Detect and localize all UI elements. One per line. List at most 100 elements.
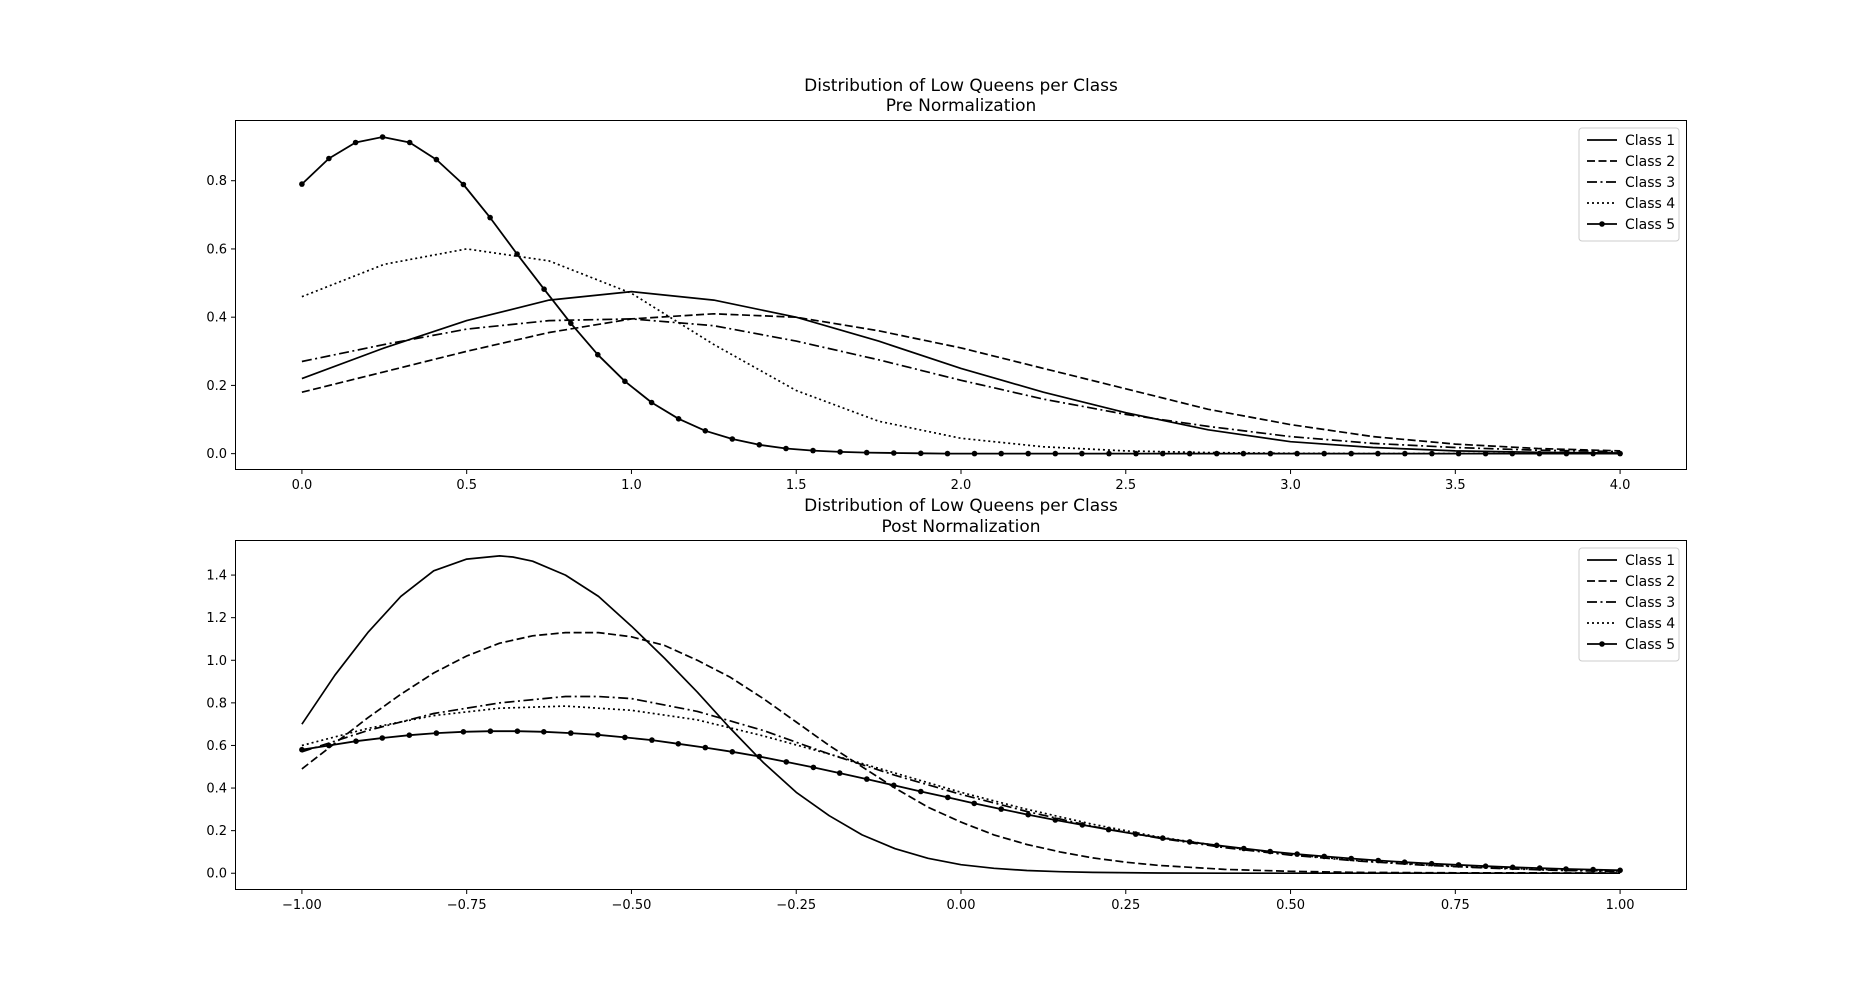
data-point-class-5 bbox=[1375, 857, 1381, 864]
data-point-class-5 bbox=[702, 428, 709, 434]
data-point-class-5 bbox=[433, 730, 440, 736]
data-point-class-5 bbox=[1106, 450, 1112, 457]
y-tick-label: 0.0 bbox=[206, 447, 227, 462]
legend-label-class-4: Class 4 bbox=[1625, 616, 1675, 632]
data-point-class-5 bbox=[1052, 817, 1059, 823]
subplot-1-legend: Class 1 Class 2 Class 3 Class 4 Class 5 bbox=[1578, 127, 1680, 242]
data-point-class-5 bbox=[1321, 853, 1327, 860]
subplot-2-y-axis: 0.0 0.2 0.4 0.6 0.8 1.0 1.2 1.4 bbox=[206, 569, 236, 882]
data-point-class-5 bbox=[326, 742, 332, 749]
data-point-class-5 bbox=[891, 450, 897, 456]
data-point-class-5 bbox=[1240, 450, 1247, 457]
y-tick-label: 0.2 bbox=[206, 379, 227, 394]
x-tick-label: 0.75 bbox=[1441, 898, 1470, 913]
data-point-class-5 bbox=[702, 744, 709, 751]
data-point-class-5 bbox=[1294, 450, 1300, 457]
data-point-class-5 bbox=[998, 450, 1004, 457]
data-point-class-5 bbox=[1079, 450, 1085, 457]
x-tick-label: 2.5 bbox=[1115, 478, 1136, 493]
data-point-class-5 bbox=[595, 351, 601, 358]
subplot-2-legend: Class 1 Class 2 Class 3 Class 4 Class 5 bbox=[1578, 547, 1680, 662]
data-point-class-5 bbox=[1482, 863, 1489, 869]
data-point-class-5 bbox=[783, 445, 789, 452]
subplot-1-axes-frame bbox=[235, 120, 1687, 470]
legend-label-class-5: Class 5 bbox=[1625, 637, 1675, 653]
subplot-post-normalization: Distribution of Low Queens per Class Pos… bbox=[206, 496, 1687, 913]
series-line-class-2 bbox=[301, 631, 1621, 874]
data-point-class-5 bbox=[1617, 450, 1623, 457]
x-tick-label: 1.00 bbox=[1606, 898, 1635, 913]
data-point-class-5 bbox=[1402, 450, 1408, 457]
x-tick-label: −1.00 bbox=[282, 898, 322, 913]
data-point-class-5 bbox=[1133, 450, 1139, 457]
x-tick-label: 0.00 bbox=[947, 898, 976, 913]
y-tick-label: 1.2 bbox=[206, 611, 227, 626]
x-tick-label: 1.5 bbox=[786, 478, 807, 493]
subplot-1-title: Distribution of Low Queens per Class bbox=[804, 76, 1118, 96]
x-tick-label: 4.0 bbox=[1610, 478, 1631, 493]
data-point-class-5 bbox=[1455, 450, 1462, 457]
legend-label-class-4: Class 4 bbox=[1625, 196, 1675, 212]
data-point-class-5 bbox=[353, 738, 359, 744]
x-tick-label: 1.0 bbox=[621, 478, 642, 493]
data-point-class-5 bbox=[648, 399, 655, 406]
data-point-class-5 bbox=[756, 442, 763, 448]
data-point-class-5 bbox=[379, 735, 386, 741]
data-point-class-5 bbox=[1563, 866, 1569, 872]
series-line-class-3 bbox=[301, 318, 1621, 453]
data-point-class-5 bbox=[1536, 865, 1543, 871]
y-tick-label: 0.6 bbox=[206, 739, 227, 754]
legend-label-class-5: Class 5 bbox=[1625, 217, 1675, 233]
subplot-1-subtitle: Pre Normalization bbox=[886, 96, 1037, 116]
data-point-class-5 bbox=[837, 449, 843, 455]
data-point-class-5 bbox=[622, 378, 628, 385]
legend-label-class-2: Class 2 bbox=[1625, 154, 1675, 170]
data-point-class-5 bbox=[460, 729, 467, 735]
series-line-class-2 bbox=[301, 312, 1621, 452]
x-tick-label: −0.25 bbox=[776, 898, 816, 913]
legend-marker-class-5 bbox=[1599, 221, 1605, 227]
data-point-class-5 bbox=[568, 730, 574, 736]
data-point-class-5 bbox=[944, 450, 951, 457]
subplot-1-x-axis: 0.0 0.5 1.0 1.5 2.0 2.5 3.0 3.5 4.0 bbox=[292, 469, 1631, 493]
data-point-class-5 bbox=[783, 759, 790, 765]
data-point-class-5 bbox=[918, 788, 924, 795]
data-point-class-5 bbox=[1348, 855, 1354, 862]
data-point-class-5 bbox=[1052, 450, 1059, 457]
data-point-class-5 bbox=[1590, 450, 1596, 457]
subplot-2-title: Distribution of Low Queens per Class bbox=[804, 496, 1118, 516]
data-point-class-5 bbox=[836, 770, 843, 776]
data-point-class-5 bbox=[729, 436, 736, 442]
data-point-class-5 bbox=[1617, 867, 1623, 874]
data-point-class-5 bbox=[891, 782, 897, 789]
data-point-class-5 bbox=[1267, 848, 1273, 855]
x-tick-label: 0.0 bbox=[292, 478, 313, 493]
data-point-class-5 bbox=[514, 251, 520, 257]
y-tick-label: 0.0 bbox=[206, 867, 227, 882]
x-tick-label: −0.75 bbox=[447, 898, 487, 913]
data-point-class-5 bbox=[487, 728, 494, 734]
y-tick-label: 0.2 bbox=[206, 824, 227, 839]
data-point-class-5 bbox=[1375, 450, 1381, 457]
data-point-class-5 bbox=[595, 732, 601, 738]
y-tick-label: 0.8 bbox=[206, 174, 227, 189]
data-point-class-5 bbox=[729, 749, 736, 755]
x-tick-label: 3.0 bbox=[1280, 478, 1301, 493]
series-line-class-4 bbox=[301, 248, 1621, 455]
data-point-class-5 bbox=[756, 753, 763, 760]
data-point-class-5 bbox=[1213, 842, 1220, 849]
data-point-class-5 bbox=[1509, 864, 1516, 871]
data-point-class-5 bbox=[1025, 811, 1031, 818]
subplot-1-y-axis: 0.0 0.2 0.4 0.6 0.8 bbox=[206, 174, 236, 462]
y-tick-label: 1.0 bbox=[206, 654, 227, 669]
subplot-2-subtitle: Post Normalization bbox=[881, 517, 1040, 537]
data-point-class-5 bbox=[1590, 866, 1596, 873]
data-point-class-5 bbox=[541, 286, 547, 293]
legend-marker-class-5 bbox=[1599, 641, 1605, 647]
y-tick-label: 0.4 bbox=[206, 782, 227, 797]
data-point-class-5 bbox=[352, 139, 359, 146]
data-point-class-5 bbox=[568, 320, 574, 327]
y-tick-label: 0.4 bbox=[206, 311, 227, 326]
legend-label-class-1: Class 1 bbox=[1625, 133, 1675, 149]
